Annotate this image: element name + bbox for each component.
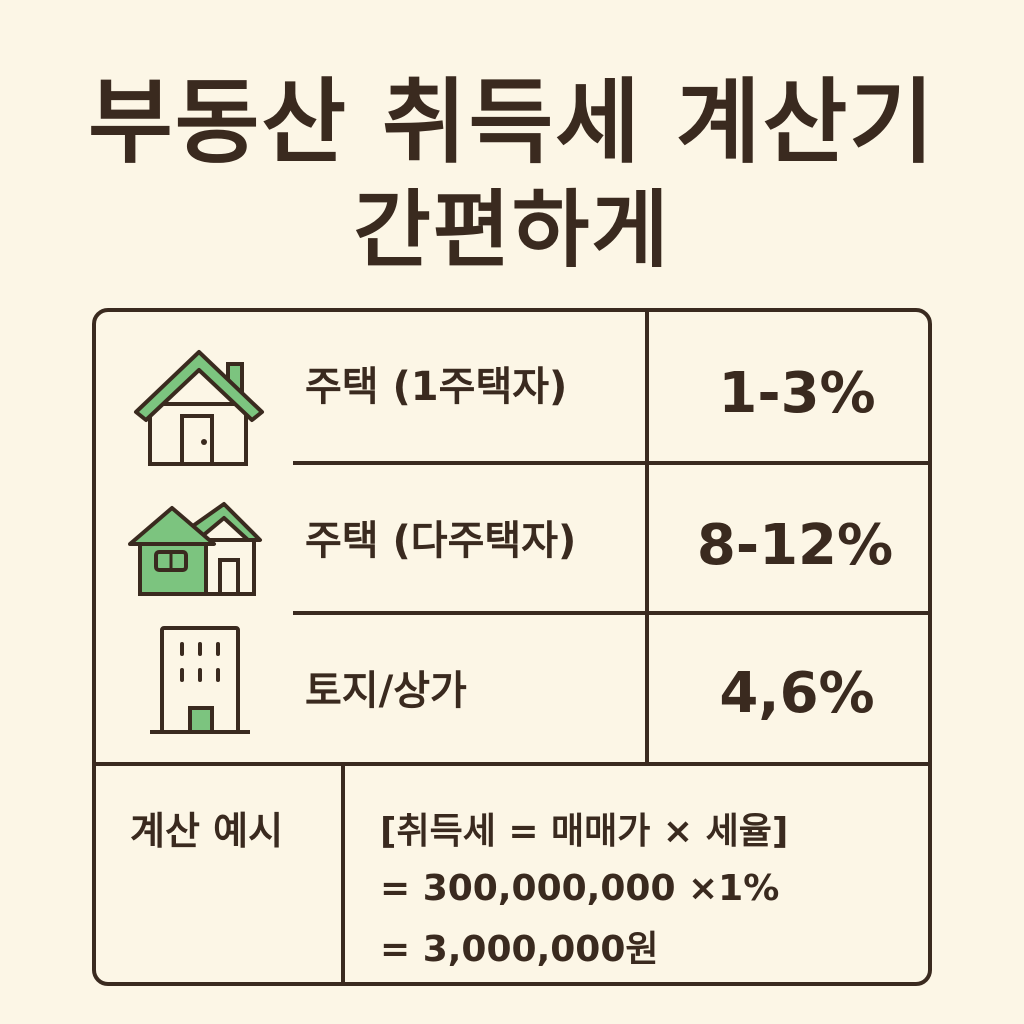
example-column-divider: [341, 764, 345, 984]
row-divider-1: [293, 461, 930, 465]
row-label: 주택 (다주택자): [305, 518, 577, 564]
example-divider: [94, 762, 930, 766]
example-label: 계산 예시: [130, 809, 284, 853]
building-icon: [150, 626, 250, 734]
example-calculation: = 300,000,000 ×1%: [380, 868, 780, 909]
example-formula: [취득세 = 매매가 × 세율]: [380, 811, 789, 852]
column-divider: [645, 310, 649, 764]
row-label: 주택 (1주택자): [305, 364, 568, 410]
row-rate: 1-3%: [718, 361, 876, 426]
example-result: = 3,000,000원: [380, 929, 659, 970]
two-houses-icon: [128, 502, 262, 596]
page-subtitle: 간편하게: [353, 181, 671, 279]
page-title: 부동산 취득세 계산기: [88, 69, 936, 176]
row-rate: 8-12%: [696, 513, 894, 578]
row-divider-2: [293, 611, 930, 615]
house-icon: [134, 350, 264, 466]
row-label: 토지/상가: [305, 668, 467, 714]
row-rate: 4,6%: [719, 661, 875, 726]
tax-rate-table: [92, 308, 932, 986]
